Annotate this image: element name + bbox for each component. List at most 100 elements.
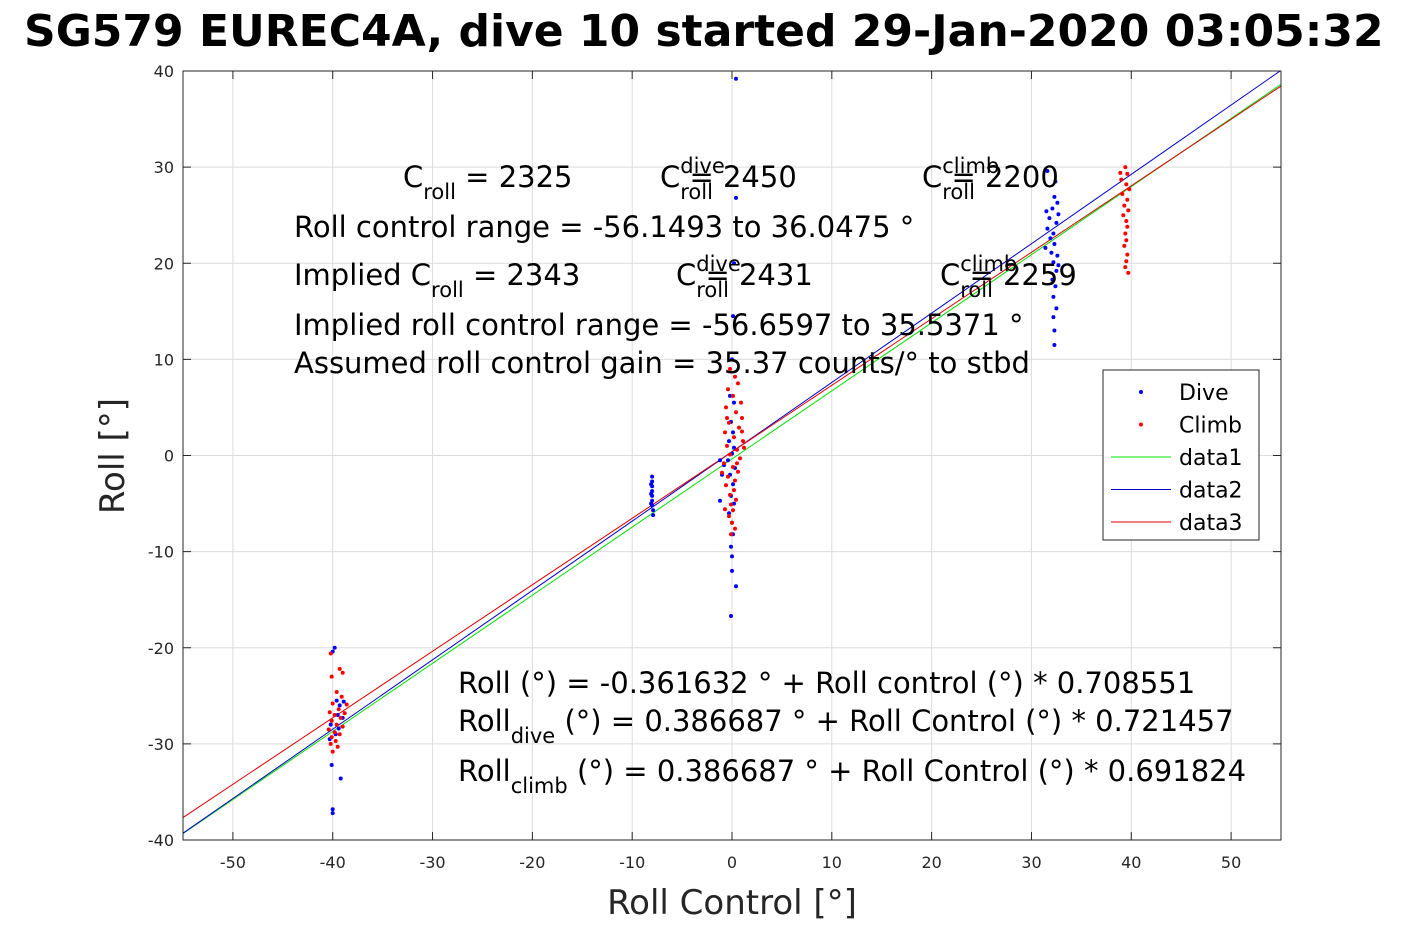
fit-line-data1 [182, 83, 1282, 834]
climb-point [330, 749, 335, 754]
dive-point [1045, 226, 1050, 231]
climb-point [741, 439, 745, 444]
dive-point [730, 568, 734, 573]
climb-point [338, 715, 343, 720]
dive-point [1054, 306, 1059, 311]
dive-point [1052, 328, 1057, 333]
climb-point [730, 520, 734, 525]
x-tick-label: -10 [619, 853, 645, 872]
legend-label: data2 [1179, 479, 1243, 504]
climb-point [738, 456, 742, 461]
x-axis-label: Roll Control [°] [607, 883, 857, 923]
climb-point [334, 722, 339, 727]
dive-point [732, 445, 736, 450]
annotation-top-7: Implied roll control range = -56.6597 to… [294, 308, 1024, 342]
dive-point [727, 439, 731, 444]
dive-point [734, 195, 738, 200]
dive-point [730, 357, 734, 362]
legend-box [1102, 369, 1260, 541]
annotation-top-2: Crollclimb = 2200 [922, 154, 1059, 204]
dive-point [336, 726, 341, 731]
annotations: Croll = 2325 Crolldive = 2450 Crollclimb =… [294, 154, 1246, 798]
climb-point [733, 526, 737, 531]
data-points [326, 76, 1132, 816]
climb-point [1125, 224, 1130, 229]
dive-point [1051, 260, 1056, 265]
chart-title: SG579 EUREC4A, dive 10 started 29-Jan-20… [24, 6, 1384, 57]
legend-marker-climb [1139, 422, 1143, 427]
y-tick-label: -30 [148, 735, 174, 754]
climb-point [333, 739, 338, 743]
dive-point [328, 722, 333, 727]
climb-point [327, 710, 332, 715]
dive-point [1054, 268, 1059, 273]
climb-point [329, 674, 334, 679]
annotation-top-5: Crolldive = 2431 [676, 252, 813, 302]
climb-point [1125, 252, 1130, 257]
dive-point [650, 474, 655, 479]
dive-point [332, 645, 337, 650]
climb-point [1124, 219, 1129, 223]
annotation-top-8: Assumed roll control gain = 35.37 counts… [294, 346, 1030, 380]
x-tick-label: -40 [320, 853, 346, 872]
climb-point [328, 741, 333, 746]
dive-point [732, 261, 736, 266]
climb-point [1126, 208, 1131, 213]
dive-point [651, 513, 656, 518]
dive-point [649, 482, 654, 487]
dive-point [338, 776, 343, 781]
annotation-bottom-0: Roll (°) = -0.361632 ° + Roll control (°… [458, 666, 1195, 700]
y-tick-label: 10 [154, 350, 174, 369]
dive-point [730, 554, 734, 559]
climb-point [740, 429, 744, 434]
climb-point [729, 532, 733, 537]
dive-point [1052, 343, 1057, 347]
dive-point [335, 713, 340, 717]
climb-point [735, 461, 739, 466]
climb-point [1122, 203, 1127, 208]
climb-point [328, 651, 333, 656]
x-tick-label: 0 [727, 853, 737, 872]
dive-point [731, 430, 735, 435]
climb-point [736, 381, 740, 386]
climb-point [340, 670, 345, 675]
dive-point [1050, 206, 1055, 211]
dive-point [1054, 220, 1059, 225]
x-tick-label: -50 [220, 853, 246, 872]
climb-point [724, 405, 728, 410]
legend-label: Climb [1179, 414, 1242, 439]
climb-point [736, 469, 740, 474]
dive-point [1055, 253, 1060, 258]
annotation-top-4: Implied Croll = 2343 [294, 258, 580, 302]
dive-point [728, 393, 732, 398]
climb-point [740, 416, 744, 420]
climb-point [729, 502, 733, 507]
dive-point [726, 458, 730, 463]
climb-point [1123, 165, 1128, 170]
climb-point [732, 488, 736, 493]
y-tick-label: 40 [154, 62, 174, 81]
dive-point [718, 458, 722, 463]
climb-point [727, 420, 731, 425]
legend-label: data3 [1179, 511, 1243, 536]
legend-label: data1 [1179, 446, 1243, 471]
dive-point [1056, 263, 1061, 268]
climb-point [1124, 238, 1129, 243]
axis-ticks: -50 -40 -30 -20 -10 0 10 20 30 40 50 -40 -30 -20 -10 0 1… [148, 62, 1281, 872]
climb-point [720, 470, 724, 475]
annotation-top-0: Croll = 2325 [403, 160, 573, 204]
climb-point [742, 445, 746, 450]
climb-point [344, 702, 349, 707]
dive-point [1049, 250, 1054, 255]
dive-point [1048, 236, 1053, 241]
climb-point [332, 713, 337, 717]
climb-point [329, 718, 334, 723]
climb-point [731, 393, 735, 398]
x-tick-label: 10 [822, 853, 842, 872]
dive-point [329, 763, 334, 767]
legend-label: Dive [1179, 381, 1229, 406]
climb-point [1123, 265, 1128, 270]
annotation-bottom-2: Rollclimb (°) = 0.386687 ° + Roll Contro… [458, 754, 1246, 798]
dive-point [731, 482, 735, 487]
